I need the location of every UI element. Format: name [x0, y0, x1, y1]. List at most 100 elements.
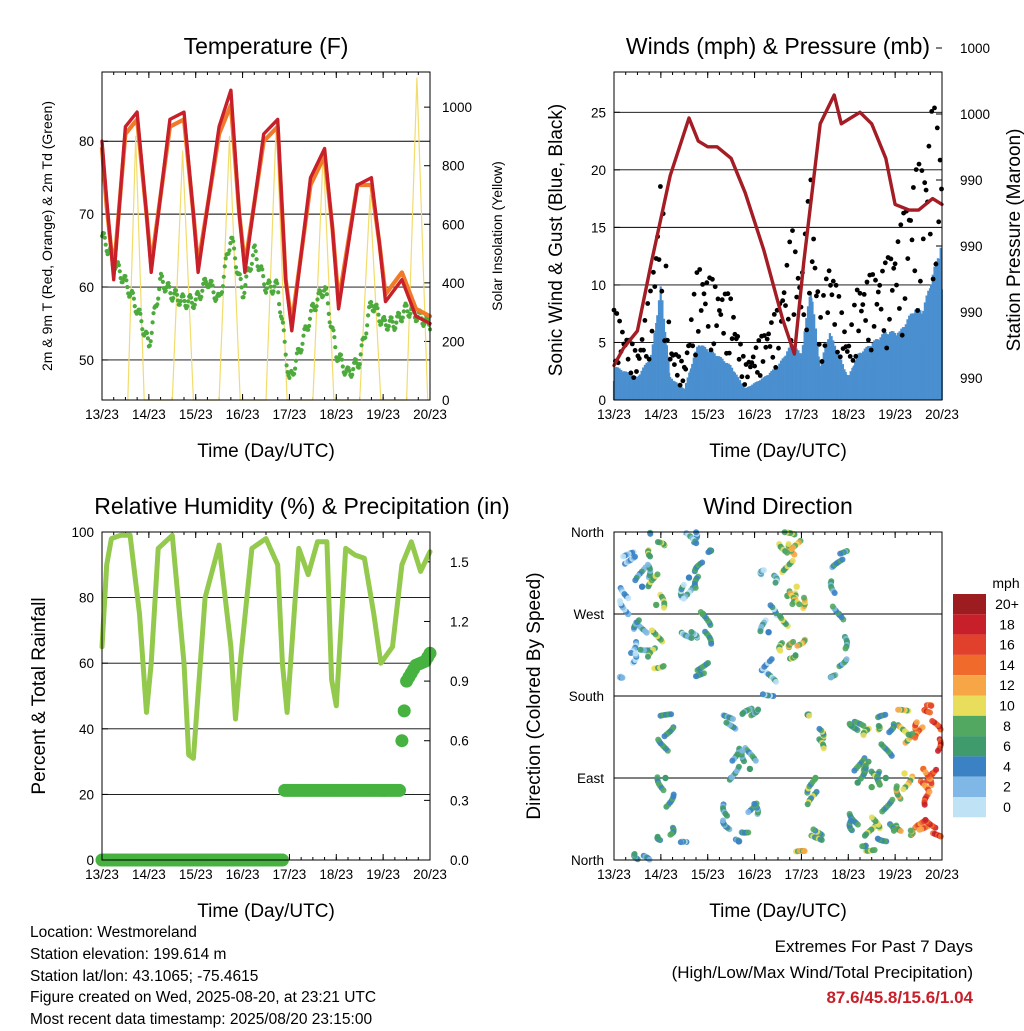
direction-point — [784, 549, 791, 556]
gust-point — [705, 324, 711, 329]
gust-point — [936, 219, 942, 225]
temperature-y2tick-label: 200 — [442, 334, 465, 349]
direction-point — [662, 774, 669, 782]
dewpoint-point — [254, 257, 259, 262]
dewpoint-point — [390, 319, 395, 324]
dewpoint-point — [282, 339, 287, 344]
direction-point — [654, 571, 661, 578]
direction-ytick-label: West — [573, 607, 604, 622]
temperature-xtick-label: 13/23 — [85, 407, 119, 422]
legend-label: 8 — [1003, 718, 1011, 734]
dewpoint-point — [287, 375, 292, 380]
direction-point — [913, 719, 920, 726]
gust-point — [773, 365, 779, 370]
gust-point — [749, 360, 755, 366]
gust-point — [853, 353, 859, 359]
direction-point — [928, 702, 935, 709]
direction-point — [806, 712, 813, 719]
dewpoint-point — [300, 341, 305, 346]
dewpoint-point — [186, 299, 191, 304]
dewpoint-point — [260, 267, 265, 272]
direction-point — [755, 706, 762, 713]
dewpoint-point — [283, 352, 288, 357]
humidity-xtick-label: 20/23 — [413, 867, 447, 882]
gust-point — [881, 328, 887, 333]
direction-point — [912, 734, 919, 741]
gust-point — [783, 303, 788, 308]
direction-point — [632, 650, 639, 657]
dewpoint-point — [393, 326, 398, 331]
gust-point — [835, 349, 840, 355]
direction-point — [660, 663, 667, 669]
gust-point — [877, 282, 883, 288]
gust-point — [776, 345, 781, 351]
precipitation-point — [397, 704, 411, 718]
gust-point — [690, 343, 696, 349]
humidity-title: Relative Humidity (%) & Precipitation (i… — [94, 493, 509, 519]
direction-point — [810, 826, 817, 833]
humidity-xtick-label: 18/23 — [319, 867, 353, 882]
gust-point — [750, 354, 756, 360]
dewpoint-point — [356, 365, 361, 370]
winds-xtick-label: 13/23 — [597, 407, 631, 422]
gust-point — [912, 268, 918, 274]
gust-point — [729, 336, 735, 342]
direction-point — [837, 550, 844, 557]
gust-point — [769, 320, 774, 325]
humidity-y2tick-label: 0.3 — [450, 793, 469, 808]
humidity-ytick-label: 0 — [86, 853, 94, 868]
gust-point — [894, 282, 899, 288]
dewpoint-point — [151, 311, 156, 316]
extremes-values: 87.6/45.8/15.6/1.04 — [826, 988, 973, 1007]
direction-point — [929, 718, 936, 724]
direction-point — [916, 826, 923, 833]
direction-point — [796, 601, 803, 608]
gust-point — [812, 265, 818, 271]
gust-point — [667, 356, 673, 362]
direction-point — [628, 650, 634, 656]
dewpoint-point — [340, 364, 345, 369]
dewpoint-point — [223, 256, 228, 261]
direction-point — [773, 678, 780, 685]
dewpoint-point — [166, 281, 171, 286]
dewpoint-point — [279, 316, 284, 321]
gust-point — [818, 315, 823, 320]
humidity-ytick-label: 40 — [79, 722, 94, 737]
gust-point — [708, 347, 714, 353]
dewpoint-point — [321, 293, 326, 298]
direction-xtick-label: 15/23 — [691, 867, 725, 882]
gust-point — [888, 256, 894, 262]
gust-point — [725, 291, 731, 297]
direction-point — [801, 594, 807, 601]
dewpoint-point — [222, 264, 227, 269]
temperature-ytick-label: 50 — [79, 353, 94, 368]
direction-point — [655, 736, 662, 743]
dewpoint-point — [293, 366, 298, 371]
dewpoint-point — [144, 330, 150, 336]
direction-point — [648, 627, 655, 634]
dewpoint-point — [301, 333, 306, 338]
gust-point — [646, 356, 652, 362]
humidity-xtick-label: 15/23 — [179, 867, 213, 882]
temperature-ytick-label: 80 — [79, 134, 94, 149]
temperature-xtick-label: 20/23 — [413, 407, 447, 422]
direction-point — [692, 584, 699, 591]
gust-point — [844, 349, 850, 354]
winds-xtick-label: 14/23 — [644, 407, 678, 422]
dewpoint-point — [292, 371, 297, 376]
direction-point — [785, 541, 792, 547]
gust-point — [757, 373, 763, 378]
direction-point — [901, 770, 908, 777]
direction-point — [792, 652, 799, 659]
humidity-ylabel: Percent & Total Rainfall — [29, 597, 50, 794]
gust-point — [929, 109, 935, 114]
gust-point — [911, 185, 916, 190]
gust-point — [934, 125, 940, 131]
dewpoint-point — [185, 304, 190, 309]
dewpoint-point — [116, 263, 121, 268]
gust-point — [866, 337, 871, 343]
gust-point — [632, 348, 638, 353]
dewpoint-point — [226, 251, 231, 256]
winds-xtick-label: 19/23 — [878, 407, 912, 422]
direction-point — [767, 602, 774, 609]
